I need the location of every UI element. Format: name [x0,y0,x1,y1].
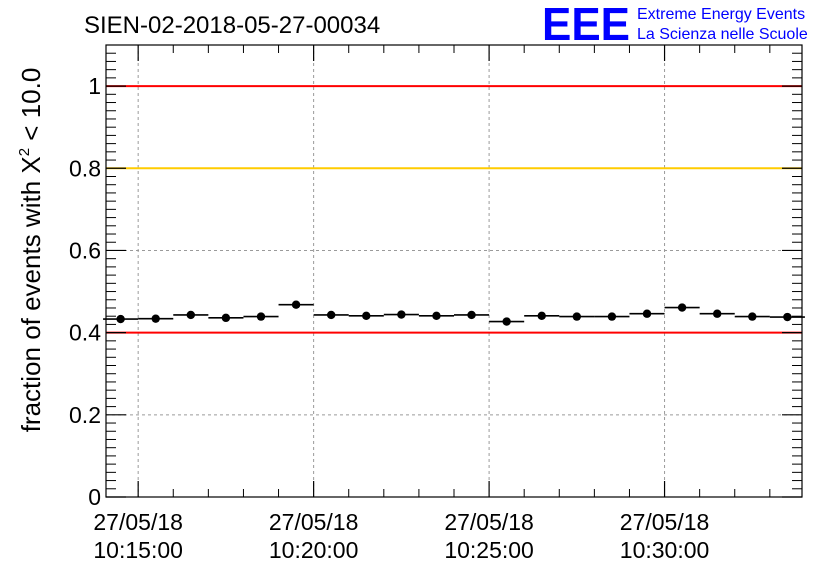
x-tick-date-label: 27/05/18 [93,509,183,535]
y-axis-label-symbol: X [16,156,46,173]
y-axis-label: fraction of events with X2 < 10.0 [16,68,46,433]
data-point [467,310,476,320]
y-axis-label-suffix: < 10.0 [16,68,46,148]
data-point [502,317,511,326]
data-point [362,311,371,320]
data-point [256,312,266,321]
y-tick-label: 0.8 [69,155,101,181]
x-tick-time-label: 10:25:00 [444,537,534,563]
x-tick-time-label: 10:30:00 [620,537,710,563]
x-tick-time-label: 10:15:00 [93,537,183,563]
y-tick-label: 1 [88,73,101,99]
data-point [432,311,441,320]
data-point [116,314,125,324]
data-point [326,310,336,320]
x-tick-time-label: 10:20:00 [269,537,359,563]
data-point [537,311,546,320]
data-point [748,312,757,321]
logo-line-1: Extreme Energy Events [637,6,805,23]
axes: 00.20.40.60.8127/05/1810:15:0027/05/1810… [69,44,802,563]
x-tick-date-label: 27/05/18 [620,509,710,535]
data-point [642,309,652,318]
x-tick-date-label: 27/05/18 [269,509,359,535]
data-point [607,312,617,321]
y-tick-label: 0.2 [69,402,101,428]
grid [106,45,802,498]
data-point [186,310,196,320]
y-tick-label: 0.4 [69,320,101,346]
run-title: SIEN-02-2018-05-27-00034 [84,12,380,39]
data-point [783,312,792,322]
data-point [677,303,687,312]
eee-logo: EEE Extreme Energy Events La Scienza nel… [542,0,808,50]
data-point [712,309,722,318]
data-point [572,312,582,321]
eee-logo-letters: EEE [542,0,630,50]
data-points [103,300,805,326]
y-axis-label-prefix: fraction of events with [16,174,46,433]
data-point [151,314,160,323]
reference-lines [106,85,802,334]
data-point [291,300,301,309]
data-point [397,310,406,319]
logo-line-2: La Scienza nelle Scuole [637,26,808,43]
y-axis-label-superscript: 2 [16,148,33,156]
y-tick-label: 0.6 [69,237,101,263]
x-tick-date-label: 27/05/18 [444,509,534,535]
y-tick-label: 0 [88,484,101,510]
data-point [221,313,231,323]
plot-frame [105,44,803,498]
